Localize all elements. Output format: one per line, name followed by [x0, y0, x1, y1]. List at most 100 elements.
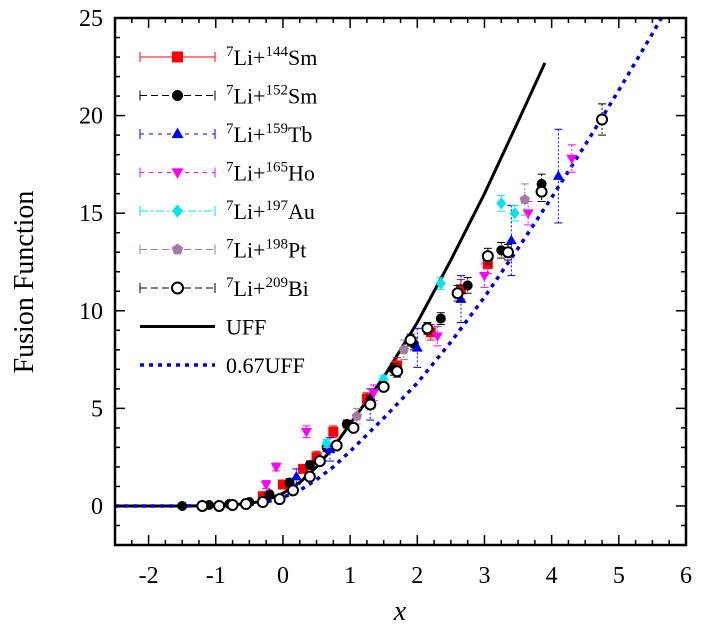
data-point [239, 498, 252, 511]
data-point [519, 194, 531, 204]
data-point [391, 365, 404, 378]
series-7li-152sm [177, 173, 547, 511]
legend-entry-7li-152sm: 7Li+152Sm [139, 83, 317, 109]
data-point [522, 209, 534, 219]
x-tick-label: 3 [478, 563, 490, 589]
legend-label: 7Li+144Sm [226, 44, 317, 70]
legend-entry-7li-165ho: 7Li+165Ho [139, 160, 315, 186]
data-point [273, 493, 286, 506]
legend-entry-7li-198pt: 7Li+198Pt [139, 237, 306, 263]
curve-layer [115, 18, 664, 508]
data-point [478, 271, 490, 282]
data-point-layer [177, 103, 609, 512]
data-point [411, 342, 423, 352]
x-tick-label: 1 [344, 563, 356, 589]
legend-marker [171, 127, 184, 139]
x-tick-label: 6 [680, 563, 692, 589]
y-tick-label: 20 [79, 104, 103, 130]
legend-label: 7Li+197Au [226, 198, 315, 224]
data-point [300, 428, 312, 438]
legend-entry-uff: UFF [140, 315, 266, 340]
y-tick-label: 15 [79, 201, 103, 227]
data-point [196, 499, 209, 512]
x-tick-label: 4 [546, 563, 558, 589]
legend-label: 7Li+159Tb [226, 121, 312, 147]
data-point [328, 426, 339, 437]
data-point [303, 470, 316, 483]
data-point [505, 234, 517, 245]
data-point [270, 463, 282, 473]
plot-frame [113, 16, 688, 547]
data-point [177, 500, 188, 511]
x-tick-label: -2 [139, 563, 159, 589]
data-point [277, 479, 288, 490]
legend-marker [171, 243, 184, 255]
legend-label: 7Li+152Sm [226, 83, 317, 109]
axis-tick-labels: -2 -1 0 1 2 3 4 5 6 0 5 10 15 20 25 [79, 6, 692, 589]
data-point [351, 410, 363, 421]
data-point [481, 250, 494, 263]
data-point [435, 277, 446, 290]
data-point [313, 455, 326, 468]
x-axis-title: x [393, 596, 407, 627]
data-point [404, 334, 417, 347]
legend-entry-0-67uff: 0.67UFF [140, 353, 305, 378]
legend: 7Li+144Sm 7Li+152Sm 7Li+159Tb 7Li+165Ho 7Li+… [139, 44, 317, 378]
x-tick-label: 0 [277, 563, 289, 589]
data-point [287, 484, 300, 497]
data-point [264, 489, 275, 500]
data-point [347, 421, 360, 434]
data-point [321, 437, 332, 450]
data-point [256, 496, 269, 509]
data-point [304, 459, 315, 470]
legend-marker [172, 51, 183, 63]
series-7li-198pt [351, 183, 531, 425]
series-7li-209bi [196, 103, 609, 512]
x-tick-label: 5 [613, 563, 625, 589]
data-point [226, 498, 239, 511]
legend-entry-7li-197au: 7Li+197Au [139, 198, 315, 224]
series-7li-197au [321, 195, 520, 450]
data-point [509, 207, 520, 220]
legend-label: 0.67UFF [226, 353, 305, 378]
axis-ticks [114, 17, 687, 546]
legend-marker [171, 281, 184, 295]
data-point [398, 344, 410, 355]
data-point [290, 470, 302, 481]
data-point [435, 313, 446, 324]
y-tick-label: 5 [91, 396, 103, 422]
legend-label: 7Li+198Pt [226, 237, 306, 263]
data-point [364, 398, 377, 411]
data-point [566, 154, 578, 165]
data-point [496, 197, 507, 210]
data-point [501, 246, 514, 259]
y-axis-title: Fusion Function [9, 191, 40, 374]
legend-marker [172, 204, 183, 218]
legend-entry-7li-159tb: 7Li+159Tb [139, 121, 312, 147]
data-point [330, 439, 343, 452]
data-point [552, 170, 564, 180]
x-tick-label: 2 [411, 563, 423, 589]
data-point [451, 287, 464, 300]
data-point [377, 380, 390, 393]
legend-marker [172, 90, 183, 101]
legend-label: UFF [226, 315, 266, 340]
data-point [421, 322, 434, 335]
y-tick-label: 10 [79, 299, 103, 325]
y-tick-label: 25 [79, 6, 103, 32]
legend-entry-7li-144sm: 7Li+144Sm [139, 44, 317, 70]
data-point [298, 463, 309, 474]
legend-entry-7li-209bi: 7Li+209Bi [139, 275, 309, 301]
data-point [324, 443, 336, 454]
data-point [368, 389, 380, 399]
curve-0-67uff [115, 18, 664, 508]
legend-marker [171, 168, 184, 179]
data-point [260, 480, 272, 491]
data-point [535, 185, 548, 198]
data-point [213, 499, 226, 512]
legend-label: 7Li+165Ho [226, 160, 315, 186]
data-point [431, 332, 443, 342]
data-point [462, 280, 473, 291]
legend-label: 7Li+209Bi [226, 275, 309, 301]
